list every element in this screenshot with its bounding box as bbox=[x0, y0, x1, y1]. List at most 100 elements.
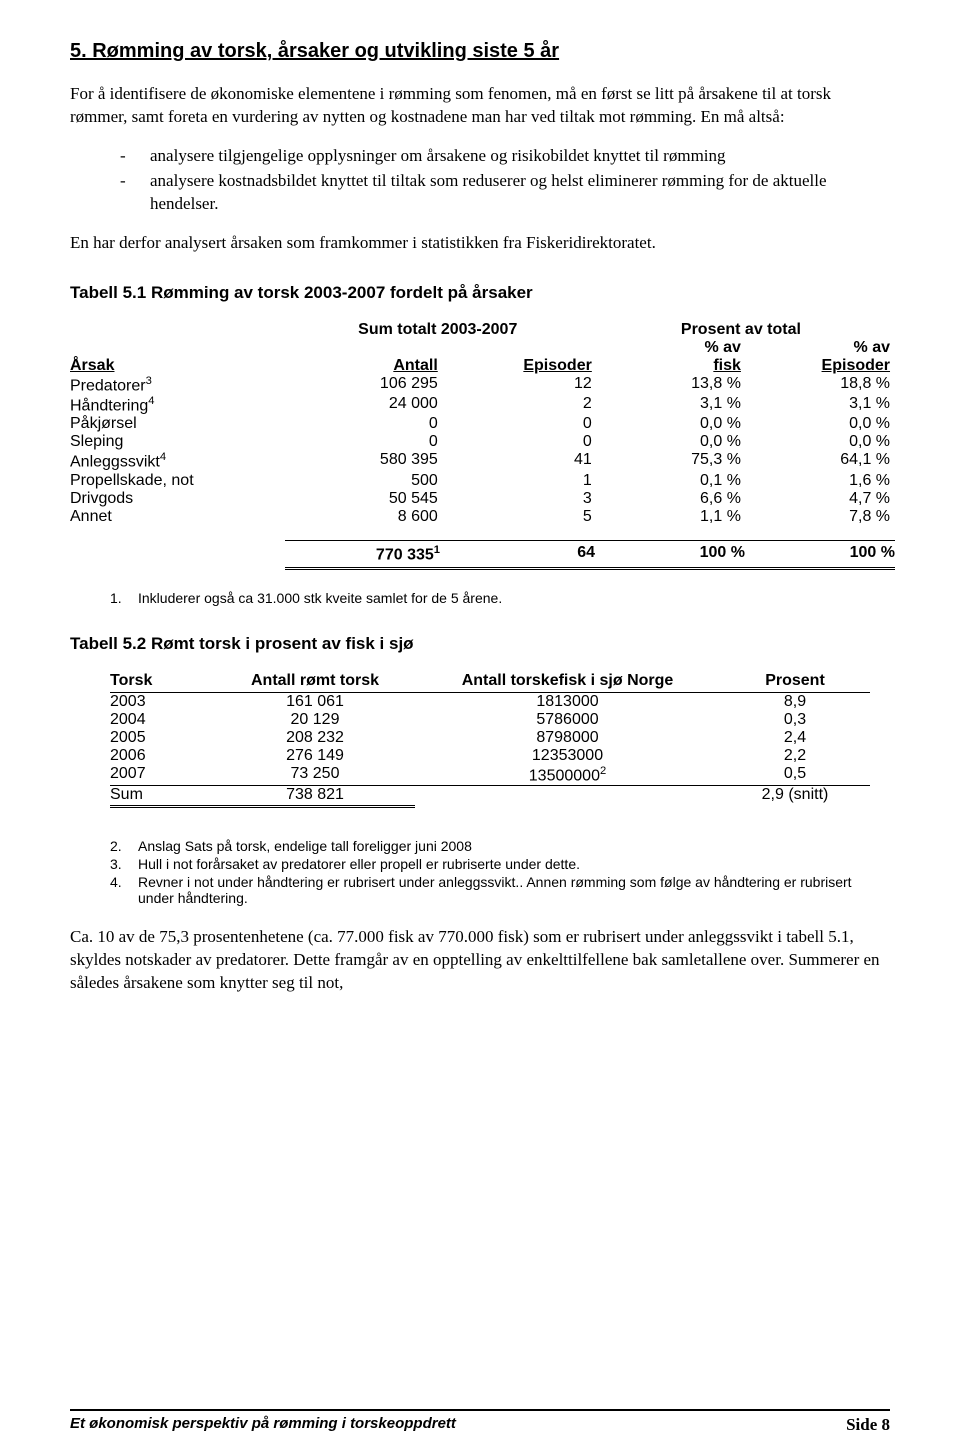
pe-cell: 0,0 % bbox=[741, 415, 890, 433]
sum-header: Sum totalt 2003-2007 bbox=[284, 321, 592, 339]
arsak-cell: Propellskade, not bbox=[70, 472, 284, 490]
t2-p: 2,4 bbox=[720, 729, 870, 747]
table1: Sum totalt 2003-2007 Prosent av total % … bbox=[70, 321, 890, 570]
ep-cell: 3 bbox=[438, 490, 592, 508]
t2-b: 12353000 bbox=[415, 747, 720, 765]
table2-row: 2005208 23287980002,4 bbox=[110, 729, 870, 747]
note-num: 1. bbox=[110, 590, 138, 606]
t2-col3: Prosent bbox=[720, 672, 870, 690]
pf-cell: 0,1 % bbox=[592, 472, 741, 490]
table2-row-last: 2007 73 250 135000002 0,5 bbox=[110, 765, 870, 786]
pe-cell: 3,1 % bbox=[741, 395, 890, 415]
antall-cell: 580 395 bbox=[284, 451, 438, 471]
table2-sum-row: Sum 738 821 2,9 (snitt) bbox=[110, 786, 870, 804]
table1-row: Påkjørsel000,0 %0,0 % bbox=[70, 415, 890, 433]
table1-header-pre: % av % av bbox=[70, 339, 890, 357]
note-item: 2. Anslag Sats på torsk, endelige tall f… bbox=[110, 838, 890, 854]
pe-cell: 1,6 % bbox=[741, 472, 890, 490]
closing-paragraph: Ca. 10 av de 75,3 prosentenhetene (ca. 7… bbox=[70, 926, 890, 995]
t2-p: 2,2 bbox=[720, 747, 870, 765]
ep-cell: 2 bbox=[438, 395, 592, 415]
note-item: 1. Inkluderer også ca 31.000 stk kveite … bbox=[110, 590, 890, 606]
t2-b: 1813000 bbox=[415, 693, 720, 711]
list-text: analysere tilgjengelige opplysninger om … bbox=[150, 145, 726, 168]
arsak-cell: Annet bbox=[70, 508, 284, 526]
table2-double-rule bbox=[110, 805, 415, 808]
note-text: Hull i not forårsaket av predatorer elle… bbox=[138, 856, 580, 872]
paragraph: En har derfor analysert årsaken som fram… bbox=[70, 232, 890, 255]
pct-ep-top: % av bbox=[741, 339, 890, 357]
t2-a: 276 149 bbox=[215, 747, 415, 765]
pf-cell: 13,8 % bbox=[592, 375, 741, 395]
antall-cell: 500 bbox=[284, 472, 438, 490]
total-pf: 100 % bbox=[595, 544, 745, 564]
table1-row: Drivgods50 54536,6 %4,7 % bbox=[70, 490, 890, 508]
pct-header: Prosent av total bbox=[592, 321, 890, 339]
ep-cell: 41 bbox=[438, 451, 592, 471]
intro-paragraph: For å identifisere de økonomiske element… bbox=[70, 83, 890, 129]
pe-cell: 4,7 % bbox=[741, 490, 890, 508]
arsak-cell: Predatorer3 bbox=[70, 375, 284, 395]
antall-cell: 0 bbox=[284, 433, 438, 451]
table1-total-row: 770 3351 64 100 % 100 % bbox=[285, 540, 895, 570]
total-ep: 64 bbox=[440, 544, 595, 564]
table1-row: Annet8 60051,1 %7,8 % bbox=[70, 508, 890, 526]
arsak-cell: Drivgods bbox=[70, 490, 284, 508]
antall-cell: 0 bbox=[284, 415, 438, 433]
page-footer: Et økonomisk perspektiv på rømming i tor… bbox=[70, 1409, 890, 1435]
t2-p: 0,5 bbox=[720, 765, 870, 785]
pf-cell: 1,1 % bbox=[592, 508, 741, 526]
t2-year: 2006 bbox=[110, 747, 215, 765]
table2: Torsk Antall rømt torsk Antall torskefis… bbox=[110, 672, 870, 808]
dash-icon: - bbox=[120, 170, 150, 216]
dash-icon: - bbox=[120, 145, 150, 168]
t2-col2: Antall torskefisk i sjø Norge bbox=[415, 672, 720, 690]
ep-cell: 0 bbox=[438, 433, 592, 451]
table1-row: Sleping000,0 %0,0 % bbox=[70, 433, 890, 451]
note-text: Inkluderer også ca 31.000 stk kveite sam… bbox=[138, 590, 502, 606]
note-list-1: 1. Inkluderer også ca 31.000 stk kveite … bbox=[70, 590, 890, 606]
pf-cell: 0,0 % bbox=[592, 415, 741, 433]
t2-p: 8,9 bbox=[720, 693, 870, 711]
arsak-cell: Sleping bbox=[70, 433, 284, 451]
bullet-list: - analysere tilgjengelige opplysninger o… bbox=[70, 145, 890, 216]
table1-header-top: Sum totalt 2003-2007 Prosent av total bbox=[70, 321, 890, 339]
t2-p: 0,3 bbox=[720, 711, 870, 729]
table1-row: Predatorer3106 2951213,8 %18,8 % bbox=[70, 375, 890, 395]
note-text: Anslag Sats på torsk, endelige tall fore… bbox=[138, 838, 472, 854]
note-num: 2. bbox=[110, 838, 138, 854]
t2-a: 208 232 bbox=[215, 729, 415, 747]
pf-cell: 3,1 % bbox=[592, 395, 741, 415]
t2-year: 2005 bbox=[110, 729, 215, 747]
note-list-2: 2. Anslag Sats på torsk, endelige tall f… bbox=[70, 838, 890, 906]
antall-cell: 106 295 bbox=[284, 375, 438, 395]
t2-year: 2003 bbox=[110, 693, 215, 711]
t2-b: 8798000 bbox=[415, 729, 720, 747]
t2-sum-b bbox=[415, 786, 720, 804]
antall-cell: 24 000 bbox=[284, 395, 438, 415]
col-pct-fisk: fisk bbox=[592, 357, 741, 375]
t2-sum-label: Sum bbox=[110, 786, 215, 804]
section-title: 5. Rømming av torsk, årsaker og utviklin… bbox=[70, 40, 890, 63]
list-item: - analysere tilgjengelige opplysninger o… bbox=[120, 145, 890, 168]
note-text: Revner i not under håndtering er rubrise… bbox=[138, 874, 890, 906]
ep-cell: 0 bbox=[438, 415, 592, 433]
pf-cell: 6,6 % bbox=[592, 490, 741, 508]
ep-cell: 12 bbox=[438, 375, 592, 395]
table2-row: 200420 12957860000,3 bbox=[110, 711, 870, 729]
table1-header-row: Årsak Antall Episoder fisk Episoder bbox=[70, 357, 890, 375]
t2-b: 5786000 bbox=[415, 711, 720, 729]
table1-row: Håndtering424 00023,1 %3,1 % bbox=[70, 395, 890, 415]
t2-sum-a: 738 821 bbox=[215, 786, 415, 804]
t2-a: 73 250 bbox=[215, 765, 415, 785]
table1-row: Propellskade, not50010,1 %1,6 % bbox=[70, 472, 890, 490]
total-pe: 100 % bbox=[745, 544, 895, 564]
table2-row: 2006276 149123530002,2 bbox=[110, 747, 870, 765]
footer-left: Et økonomisk perspektiv på rømming i tor… bbox=[70, 1415, 456, 1435]
table1-title: Tabell 5.1 Rømming av torsk 2003-2007 fo… bbox=[70, 283, 890, 303]
table1-row: Anleggssvikt4580 3954175,3 %64,1 % bbox=[70, 451, 890, 471]
footer-right: Side 8 bbox=[846, 1415, 890, 1435]
t2-a: 20 129 bbox=[215, 711, 415, 729]
pe-cell: 7,8 % bbox=[741, 508, 890, 526]
t2-a: 161 061 bbox=[215, 693, 415, 711]
